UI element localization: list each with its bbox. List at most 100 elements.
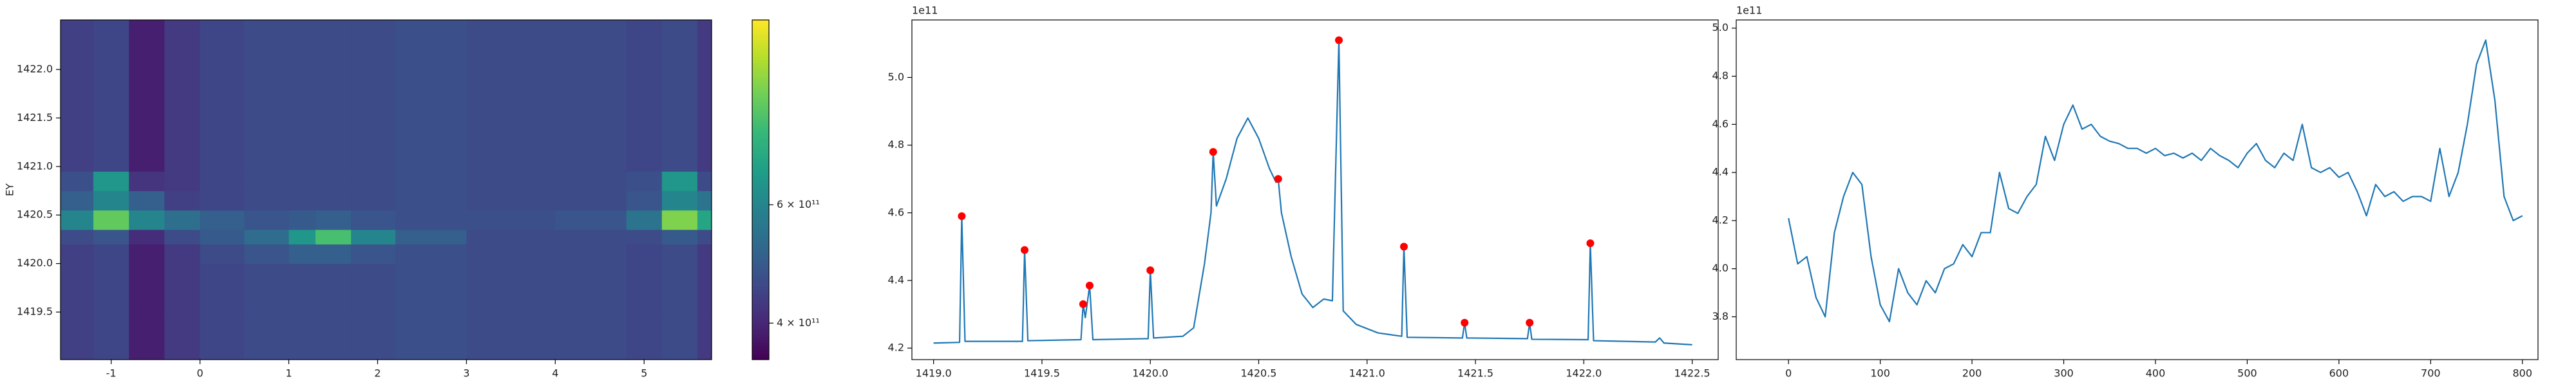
- colorbar-step: [752, 79, 769, 83]
- heatmap-cell: [626, 312, 663, 360]
- colorbar-step: [752, 133, 769, 136]
- heatmap-cell: [200, 229, 245, 244]
- heatmap-cell: [315, 210, 352, 230]
- x-tick-label: 1422.0: [1566, 367, 1602, 380]
- heatmap-cell: [164, 20, 201, 70]
- heatmap-cell: [466, 69, 556, 118]
- heatmap-cell: [289, 229, 316, 244]
- heatmap-cell: [289, 171, 316, 192]
- heatmap-cell: [555, 210, 627, 230]
- heatmap-cell: [93, 229, 129, 244]
- heatmap-cell: [61, 20, 94, 70]
- heatmap-cell: [315, 229, 352, 244]
- heatmap-cell: [164, 190, 201, 211]
- x-tick-label: 100: [1870, 367, 1890, 380]
- heatmap-cell: [395, 118, 467, 172]
- colorbar-step: [752, 277, 769, 281]
- colorbar-step: [752, 336, 769, 340]
- peak-marker: [1146, 266, 1155, 275]
- colorbar-step: [752, 82, 769, 86]
- heatmap-cell: [466, 171, 556, 192]
- heatmap-cell: [61, 210, 94, 230]
- y-tick-label: 4.8: [1712, 69, 1728, 82]
- heatmap-cell: [244, 263, 289, 313]
- heatmap-cell: [555, 171, 627, 192]
- heatmap-cell: [61, 244, 94, 264]
- heatmap-cell: [697, 244, 712, 264]
- heatmap-cell: [129, 210, 165, 230]
- colorbar-step: [752, 348, 769, 352]
- heatmap-cell: [555, 312, 627, 360]
- y-tick-label: 1421.5: [17, 111, 53, 124]
- y-tick-label: 5.0: [1712, 21, 1728, 33]
- colorbar-step: [752, 283, 769, 287]
- x-tick-label: 2: [374, 367, 381, 380]
- colorbar-step: [752, 85, 769, 89]
- colorbar-step: [752, 28, 769, 32]
- colorbar-step: [752, 269, 769, 273]
- heatmap-cell: [661, 229, 698, 244]
- y-tick-label: 3.8: [1712, 310, 1728, 322]
- colorbar-step: [752, 113, 769, 117]
- heatmap-cell: [244, 20, 289, 70]
- colorbar-step: [752, 73, 769, 77]
- colorbar-step: [752, 209, 769, 213]
- heatmap-cell: [697, 229, 712, 244]
- colorbar-step: [752, 201, 769, 205]
- heatmap-cell: [351, 312, 396, 360]
- peak-marker: [958, 212, 966, 221]
- heatmap-cell: [351, 190, 396, 211]
- heatmap-cell: [61, 118, 94, 172]
- colorbar-step: [752, 42, 769, 46]
- y-tick-label: 4.6: [1712, 118, 1728, 130]
- heatmap-cell: [315, 118, 352, 172]
- colorbar-step: [752, 37, 769, 41]
- colorbar-step: [752, 286, 769, 290]
- colorbar-step: [752, 326, 769, 329]
- y-tick-label: 1419.5: [17, 306, 53, 318]
- heatmap-cell: [61, 69, 94, 118]
- colorbar-step: [752, 184, 769, 188]
- axes-frame: [60, 19, 712, 360]
- colorbar-step: [752, 172, 769, 176]
- colorbar-step: [752, 48, 769, 51]
- colorbar-step: [752, 147, 769, 151]
- colorbar-step: [752, 289, 769, 292]
- heatmap-cell: [164, 171, 201, 192]
- heatmap-cell: [697, 263, 712, 313]
- colorbar-step: [752, 144, 769, 148]
- heatmap-cell: [626, 263, 663, 313]
- colorbar-step: [752, 20, 769, 23]
- colorbar-step: [752, 212, 769, 216]
- heatmap-cell: [395, 210, 467, 230]
- heatmap-cell: [93, 210, 129, 230]
- colorbar-step: [752, 122, 769, 125]
- x-tick-label: 200: [1962, 367, 1982, 380]
- colorbar-step: [752, 99, 769, 103]
- colorbar-step: [752, 25, 769, 29]
- y-axis-label: EY: [4, 183, 16, 196]
- x-tick-label: -1: [106, 367, 117, 380]
- colorbar-step: [752, 218, 769, 221]
- colorbar-step: [752, 124, 769, 128]
- heatmap-cell: [351, 118, 396, 172]
- heatmap-cell: [61, 171, 94, 192]
- heatmap-cell: [661, 118, 698, 172]
- colorbar-step: [752, 170, 769, 174]
- heatmap-cell: [244, 312, 289, 360]
- axes-frame: [1736, 19, 2539, 360]
- heatmap-cell: [200, 210, 245, 230]
- heatmap-cell: [93, 20, 129, 70]
- heatmap-cell: [555, 69, 627, 118]
- heatmap-cell: [244, 244, 289, 264]
- heatmap-cell: [555, 263, 627, 313]
- heatmap-cell: [626, 20, 663, 70]
- heatmap-cell: [289, 312, 316, 360]
- colorbar-step: [752, 223, 769, 227]
- x-tick-label: 1: [285, 367, 292, 380]
- heatmap-cell: [626, 171, 663, 192]
- colorbar-step: [752, 102, 769, 106]
- heatmap-cell: [93, 171, 129, 192]
- colorbar-step: [752, 181, 769, 185]
- colorbar-step: [752, 187, 769, 190]
